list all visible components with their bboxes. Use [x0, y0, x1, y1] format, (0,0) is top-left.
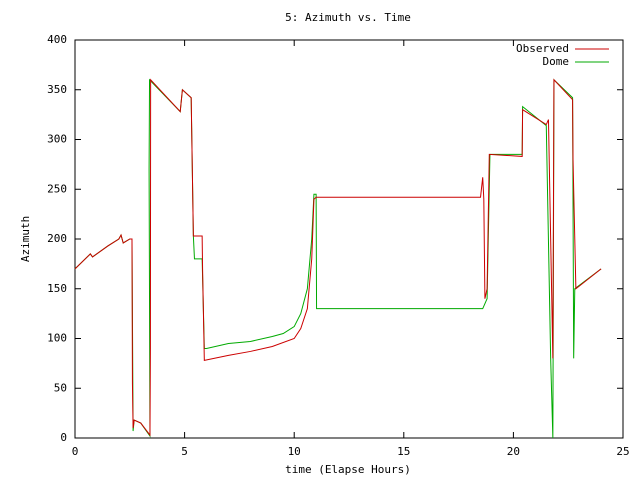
x-tick-label: 25 — [616, 445, 629, 458]
series-line — [74, 78, 602, 437]
y-tick-label: 250 — [47, 182, 67, 195]
chart-title: 5: Azimuth vs. Time — [285, 11, 411, 24]
x-tick-label: 20 — [507, 445, 520, 458]
x-tick-label: 5 — [181, 445, 188, 458]
y-tick-label: 100 — [47, 332, 67, 345]
x-tick-label: 10 — [288, 445, 301, 458]
y-tick-label: 350 — [47, 83, 67, 96]
y-tick-label: 400 — [47, 33, 67, 46]
y-tick-label: 300 — [47, 133, 67, 146]
x-axis-label: time (Elapse Hours) — [285, 463, 411, 476]
y-tick-label: 0 — [60, 431, 67, 444]
x-tick-label: 0 — [72, 445, 79, 458]
x-tick-label: 15 — [397, 445, 410, 458]
legend-label: Observed — [516, 42, 569, 55]
y-tick-label: 50 — [54, 381, 67, 394]
plot-frame — [74, 39, 624, 439]
y-axis-label: Azimuth — [19, 216, 32, 262]
y-tick-label: 200 — [47, 232, 67, 245]
y-tick-label: 150 — [47, 282, 67, 295]
legend-label: Dome — [543, 55, 570, 68]
